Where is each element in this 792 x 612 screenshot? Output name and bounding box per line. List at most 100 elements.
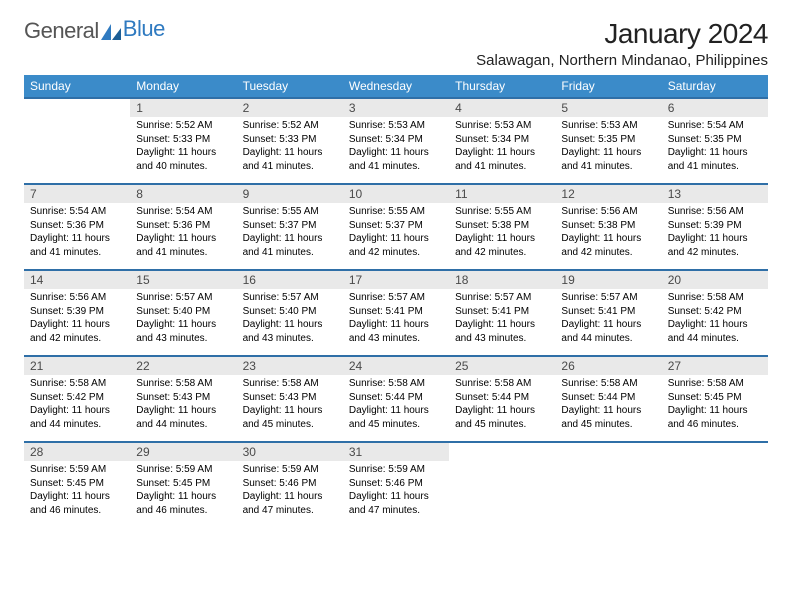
day-number: 30 (237, 443, 343, 461)
day-sr: Sunrise: 5:58 AM (30, 377, 124, 391)
day-d2: and 46 minutes. (136, 504, 230, 518)
day-info: Sunrise: 5:58 AMSunset: 5:44 PMDaylight:… (449, 375, 555, 435)
day-ss: Sunset: 5:34 PM (349, 133, 443, 147)
day-d1: Daylight: 11 hours (455, 404, 549, 418)
day-d2: and 42 minutes. (668, 246, 762, 260)
dow-mon: Monday (130, 75, 236, 98)
day-ss: Sunset: 5:37 PM (243, 219, 337, 233)
month-title: January 2024 (476, 18, 768, 50)
day-number: 15 (130, 271, 236, 289)
calendar-cell: 23Sunrise: 5:58 AMSunset: 5:43 PMDayligh… (237, 356, 343, 442)
day-number: 10 (343, 185, 449, 203)
day-d1: Daylight: 11 hours (136, 318, 230, 332)
dow-thu: Thursday (449, 75, 555, 98)
day-ss: Sunset: 5:44 PM (455, 391, 549, 405)
day-d2: and 44 minutes. (668, 332, 762, 346)
day-ss: Sunset: 5:37 PM (349, 219, 443, 233)
day-sr: Sunrise: 5:57 AM (243, 291, 337, 305)
day-ss: Sunset: 5:33 PM (136, 133, 230, 147)
day-info: Sunrise: 5:58 AMSunset: 5:42 PMDaylight:… (24, 375, 130, 435)
day-d2: and 43 minutes. (455, 332, 549, 346)
day-ss: Sunset: 5:42 PM (30, 391, 124, 405)
calendar-body: 1Sunrise: 5:52 AMSunset: 5:33 PMDaylight… (24, 98, 768, 528)
day-d1: Daylight: 11 hours (136, 404, 230, 418)
day-info: Sunrise: 5:53 AMSunset: 5:34 PMDaylight:… (343, 117, 449, 177)
day-d1: Daylight: 11 hours (30, 232, 124, 246)
day-number: 5 (555, 99, 661, 117)
day-d1: Daylight: 11 hours (243, 146, 337, 160)
day-sr: Sunrise: 5:56 AM (561, 205, 655, 219)
dow-sat: Saturday (662, 75, 768, 98)
day-info: Sunrise: 5:58 AMSunset: 5:45 PMDaylight:… (662, 375, 768, 435)
day-number: 27 (662, 357, 768, 375)
brand-text-2: Blue (123, 16, 165, 42)
calendar-cell: 18Sunrise: 5:57 AMSunset: 5:41 PMDayligh… (449, 270, 555, 356)
calendar-cell: 12Sunrise: 5:56 AMSunset: 5:38 PMDayligh… (555, 184, 661, 270)
day-sr: Sunrise: 5:58 AM (561, 377, 655, 391)
day-d1: Daylight: 11 hours (136, 490, 230, 504)
calendar-table: Sunday Monday Tuesday Wednesday Thursday… (24, 75, 768, 528)
day-d2: and 44 minutes. (561, 332, 655, 346)
calendar-cell: 22Sunrise: 5:58 AMSunset: 5:43 PMDayligh… (130, 356, 236, 442)
day-number: 20 (662, 271, 768, 289)
day-d2: and 45 minutes. (349, 418, 443, 432)
day-sr: Sunrise: 5:58 AM (349, 377, 443, 391)
calendar-cell: 2 Sunrise: 5:52 AMSunset: 5:33 PMDaylight… (237, 98, 343, 184)
day-ss: Sunset: 5:40 PM (136, 305, 230, 319)
day-d2: and 45 minutes. (561, 418, 655, 432)
day-d1: Daylight: 11 hours (668, 318, 762, 332)
day-number: 21 (24, 357, 130, 375)
day-number: 28 (24, 443, 130, 461)
day-ss: Sunset: 5:34 PM (455, 133, 549, 147)
day-ss: Sunset: 5:44 PM (561, 391, 655, 405)
day-sr: Sunrise: 5:59 AM (243, 463, 337, 477)
day-ss: Sunset: 5:38 PM (561, 219, 655, 233)
day-d1: Daylight: 11 hours (455, 232, 549, 246)
day-d1: Daylight: 11 hours (668, 404, 762, 418)
day-d1: Daylight: 11 hours (243, 232, 337, 246)
day-sr: Sunrise: 5:54 AM (136, 205, 230, 219)
day-info: Sunrise: 5:54 AMSunset: 5:35 PMDaylight:… (662, 117, 768, 177)
day-d1: Daylight: 11 hours (349, 490, 443, 504)
day-info: Sunrise: 5:57 AMSunset: 5:41 PMDaylight:… (343, 289, 449, 349)
day-info: Sunrise: 5:57 AMSunset: 5:41 PMDaylight:… (449, 289, 555, 349)
calendar-cell (555, 442, 661, 528)
day-ss: Sunset: 5:41 PM (455, 305, 549, 319)
day-ss: Sunset: 5:33 PM (243, 133, 337, 147)
day-d2: and 41 minutes. (349, 160, 443, 174)
day-ss: Sunset: 5:45 PM (668, 391, 762, 405)
calendar-row: 14Sunrise: 5:56 AMSunset: 5:39 PMDayligh… (24, 270, 768, 356)
day-number: 1 (130, 99, 236, 117)
day-number: 26 (555, 357, 661, 375)
day-d2: and 44 minutes. (136, 418, 230, 432)
day-d1: Daylight: 11 hours (243, 404, 337, 418)
day-sr: Sunrise: 5:52 AM (243, 119, 337, 133)
day-number: 3 (343, 99, 449, 117)
day-ss: Sunset: 5:35 PM (668, 133, 762, 147)
day-d1: Daylight: 11 hours (668, 232, 762, 246)
day-d1: Daylight: 11 hours (243, 318, 337, 332)
day-ss: Sunset: 5:43 PM (243, 391, 337, 405)
day-info: Sunrise: 5:56 AMSunset: 5:39 PMDaylight:… (662, 203, 768, 263)
day-d2: and 46 minutes. (668, 418, 762, 432)
day-d2: and 45 minutes. (455, 418, 549, 432)
day-sr: Sunrise: 5:54 AM (30, 205, 124, 219)
day-d2: and 41 minutes. (136, 246, 230, 260)
day-d1: Daylight: 11 hours (349, 404, 443, 418)
calendar-cell: 28Sunrise: 5:59 AMSunset: 5:45 PMDayligh… (24, 442, 130, 528)
day-ss: Sunset: 5:46 PM (243, 477, 337, 491)
day-d2: and 43 minutes. (243, 332, 337, 346)
day-number: 17 (343, 271, 449, 289)
day-ss: Sunset: 5:41 PM (561, 305, 655, 319)
day-info: Sunrise: 5:58 AMSunset: 5:43 PMDaylight:… (130, 375, 236, 435)
day-sr: Sunrise: 5:59 AM (30, 463, 124, 477)
day-info: Sunrise: 5:57 AMSunset: 5:40 PMDaylight:… (130, 289, 236, 349)
calendar-cell: 31Sunrise: 5:59 AMSunset: 5:46 PMDayligh… (343, 442, 449, 528)
day-d2: and 45 minutes. (243, 418, 337, 432)
day-info: Sunrise: 5:54 AMSunset: 5:36 PMDaylight:… (24, 203, 130, 263)
day-d1: Daylight: 11 hours (349, 232, 443, 246)
day-number: 2 (237, 99, 343, 117)
day-ss: Sunset: 5:39 PM (668, 219, 762, 233)
day-d1: Daylight: 11 hours (455, 318, 549, 332)
calendar-row: 21Sunrise: 5:58 AMSunset: 5:42 PMDayligh… (24, 356, 768, 442)
